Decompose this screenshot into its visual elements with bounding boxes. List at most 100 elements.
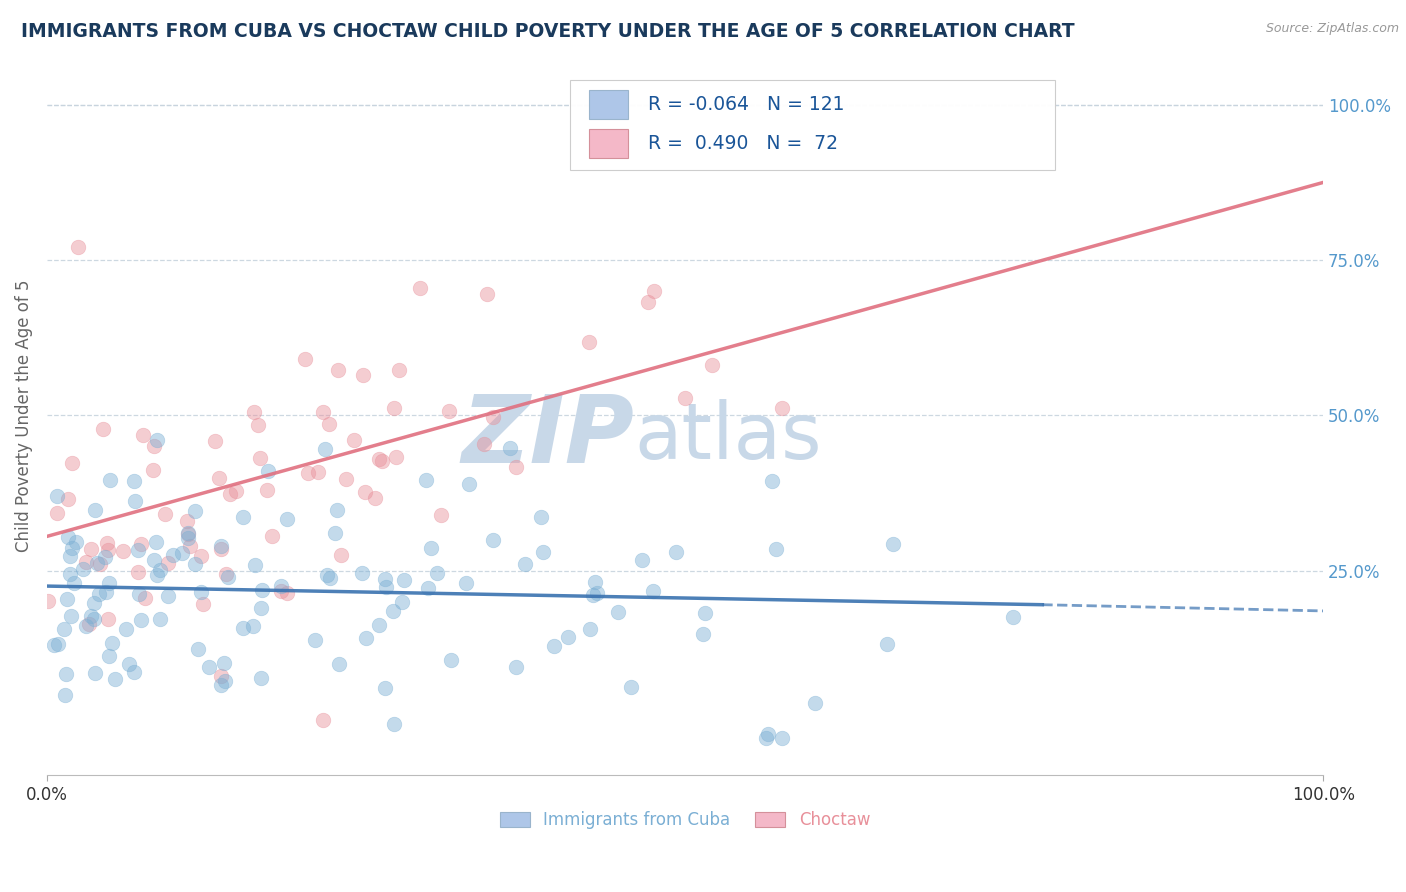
Point bbox=[128, 587, 150, 601]
Point bbox=[637, 295, 659, 310]
FancyBboxPatch shape bbox=[589, 90, 627, 119]
Point bbox=[37, 594, 59, 608]
Point bbox=[673, 392, 696, 406]
Point bbox=[250, 583, 273, 598]
Point bbox=[60, 541, 83, 556]
Point bbox=[530, 510, 553, 524]
Point bbox=[770, 401, 793, 415]
Point bbox=[409, 281, 432, 295]
Point bbox=[582, 588, 605, 602]
Point bbox=[475, 287, 498, 301]
Point bbox=[58, 492, 80, 507]
Point bbox=[127, 566, 149, 580]
Point bbox=[513, 557, 536, 571]
Point bbox=[312, 713, 335, 727]
Point bbox=[426, 566, 449, 580]
Point bbox=[177, 531, 200, 545]
Point bbox=[197, 660, 219, 674]
Point bbox=[364, 491, 387, 505]
Point bbox=[262, 529, 284, 543]
Point bbox=[382, 401, 405, 416]
Point bbox=[153, 507, 176, 521]
Point bbox=[96, 585, 118, 599]
Point bbox=[375, 580, 398, 594]
Point bbox=[156, 556, 179, 570]
Point bbox=[77, 617, 100, 632]
Point bbox=[579, 623, 602, 637]
Text: Source: ZipAtlas.com: Source: ZipAtlas.com bbox=[1265, 22, 1399, 36]
Point bbox=[65, 535, 87, 549]
Point bbox=[127, 543, 149, 558]
Point bbox=[755, 731, 778, 746]
Point bbox=[56, 530, 79, 544]
Point bbox=[91, 422, 114, 436]
Point bbox=[354, 631, 377, 645]
Point bbox=[619, 680, 641, 694]
Point bbox=[187, 641, 209, 656]
Point bbox=[46, 506, 69, 520]
Point bbox=[578, 335, 600, 350]
Point bbox=[330, 548, 353, 562]
Point bbox=[124, 493, 146, 508]
Point bbox=[98, 473, 121, 487]
Point bbox=[53, 622, 76, 636]
Point bbox=[118, 657, 141, 672]
Point bbox=[304, 632, 326, 647]
Point bbox=[225, 483, 247, 498]
Point bbox=[209, 539, 232, 553]
Point bbox=[765, 542, 787, 557]
Point bbox=[607, 605, 630, 619]
Point bbox=[97, 612, 120, 626]
Point bbox=[207, 471, 229, 485]
Point bbox=[430, 508, 453, 523]
FancyBboxPatch shape bbox=[589, 129, 627, 158]
Point bbox=[557, 630, 579, 644]
Point bbox=[55, 666, 77, 681]
Point bbox=[190, 549, 212, 564]
Point bbox=[97, 648, 120, 663]
Point bbox=[60, 608, 83, 623]
Point bbox=[87, 587, 110, 601]
Point bbox=[232, 621, 254, 635]
Point bbox=[46, 489, 69, 503]
Point bbox=[641, 584, 664, 599]
Point bbox=[177, 527, 200, 541]
Point bbox=[184, 558, 207, 572]
Point bbox=[664, 545, 686, 559]
Point bbox=[756, 727, 779, 741]
Point bbox=[374, 573, 396, 587]
Point bbox=[307, 465, 329, 479]
Point bbox=[256, 465, 278, 479]
Point bbox=[243, 558, 266, 573]
Point bbox=[79, 541, 101, 556]
Point bbox=[122, 665, 145, 679]
Point bbox=[190, 584, 212, 599]
Point bbox=[318, 417, 340, 432]
Point bbox=[394, 573, 416, 587]
Point bbox=[876, 636, 898, 650]
Point bbox=[60, 456, 83, 470]
Point bbox=[59, 567, 82, 582]
Point bbox=[72, 562, 94, 576]
Point bbox=[250, 671, 273, 685]
Point bbox=[193, 598, 215, 612]
Point bbox=[134, 591, 156, 605]
Point bbox=[325, 502, 347, 516]
Point bbox=[132, 427, 155, 442]
Point bbox=[276, 586, 298, 600]
Point bbox=[179, 539, 201, 553]
Point bbox=[882, 537, 904, 551]
Point bbox=[418, 582, 440, 596]
Point bbox=[146, 567, 169, 582]
Point bbox=[156, 590, 179, 604]
Point bbox=[803, 696, 825, 710]
Point bbox=[270, 579, 292, 593]
Point bbox=[59, 549, 82, 564]
Point bbox=[387, 363, 409, 377]
Point bbox=[209, 678, 232, 692]
Text: R = -0.064   N = 121: R = -0.064 N = 121 bbox=[648, 95, 845, 113]
Text: ZIP: ZIP bbox=[461, 391, 634, 483]
Point bbox=[177, 526, 200, 541]
Point bbox=[374, 681, 396, 695]
Point bbox=[761, 474, 783, 488]
